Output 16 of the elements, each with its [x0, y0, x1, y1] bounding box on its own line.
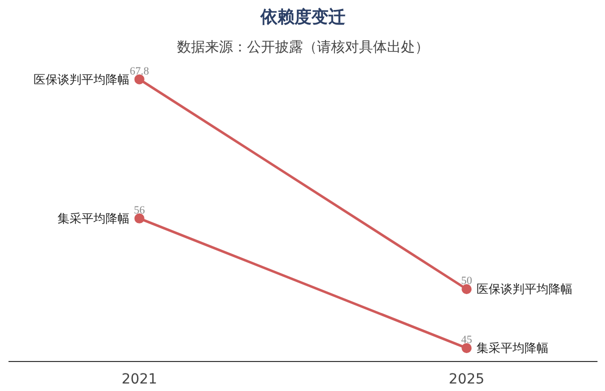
data-label: 45: [461, 334, 473, 346]
data-label: 67.8: [130, 65, 150, 78]
text: 医保谈判平均降幅: [476, 282, 573, 296]
point: [134, 213, 144, 224]
text: 集采平均降幅: [476, 341, 549, 356]
point: [462, 343, 472, 354]
data-label: 50: [461, 275, 473, 288]
point: [462, 284, 472, 294]
x-tick-label: 2025: [448, 372, 484, 388]
series-label: 集采平均降幅: [57, 211, 130, 226]
chart-title: 依赖度变迁: [260, 8, 346, 28]
series-label: 医保谈判平均降幅: [33, 72, 130, 86]
x-tick-label: 2021: [122, 372, 158, 388]
point: [134, 74, 144, 84]
data-label: 56: [134, 204, 146, 216]
chart-subtitle: 数据来源：公开披露（请核对具体出处）: [177, 40, 429, 56]
